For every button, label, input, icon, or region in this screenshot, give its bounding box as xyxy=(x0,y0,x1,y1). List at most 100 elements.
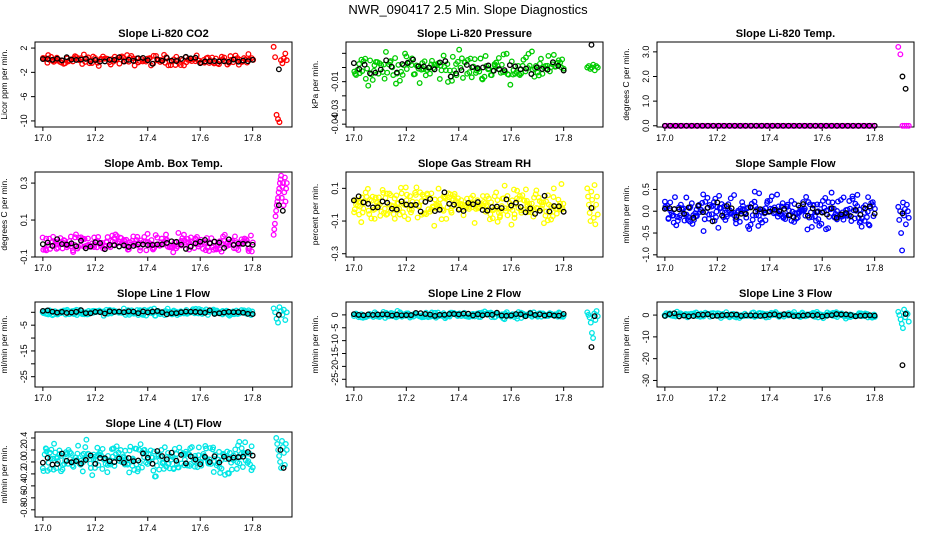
panel-4-xtick-label: 17.0 xyxy=(34,263,52,273)
panel-9-xtick-label: 17.2 xyxy=(709,393,727,403)
panel-7-xtick-label: 17.2 xyxy=(87,393,105,403)
panel-3-ref-point xyxy=(667,122,674,129)
panel-10-ref-point xyxy=(116,455,123,462)
panel-10-point xyxy=(226,449,233,456)
panel-10-ref-point xyxy=(101,455,108,462)
panel-6-point xyxy=(865,194,872,201)
panel-4-ref-point xyxy=(39,241,46,248)
panel-2-ref-point xyxy=(544,66,551,73)
panel-5-point xyxy=(540,199,547,206)
panel-7-ref-point xyxy=(78,307,84,314)
panel-2-point xyxy=(503,50,510,57)
panel-2-ref-point xyxy=(506,62,513,69)
panel-5-point xyxy=(390,211,397,218)
panel-2-point xyxy=(380,61,387,68)
panel-2-point xyxy=(468,74,475,81)
panel-1-tail-point xyxy=(270,43,277,50)
panel-9-xtick-label: 17.8 xyxy=(866,393,884,403)
panel-8-xtick-label: 17.4 xyxy=(450,393,468,403)
panel-10-point xyxy=(176,444,183,451)
panel-5-point xyxy=(535,194,542,201)
panel-3-ref-point xyxy=(710,122,717,129)
panel-6-point xyxy=(667,199,674,206)
panel-6-frame xyxy=(656,171,915,258)
panel-2-ref-point xyxy=(458,67,465,74)
panel-2-ref-point xyxy=(393,69,400,76)
panel-6-ref-point xyxy=(757,206,764,213)
panel-5-point xyxy=(412,192,419,198)
panel-5-xtick-label: 17.8 xyxy=(555,263,573,273)
panel-10-point xyxy=(133,445,140,452)
panel-10-ytick-label: -0.8 xyxy=(19,502,29,518)
panel-4-ref-point xyxy=(78,237,84,244)
panel-4-point xyxy=(39,234,46,241)
panel-1-ytick-label: 2 xyxy=(19,46,29,51)
panel-6-point xyxy=(710,199,717,205)
panel-2-ref-point xyxy=(436,59,443,66)
panel-8-ref-point xyxy=(555,312,562,319)
panel-2-point xyxy=(485,65,492,72)
panel-6-point xyxy=(871,205,878,212)
panel-2-point xyxy=(500,51,507,58)
panel-10-point xyxy=(210,444,217,451)
panel-8-ytick-label: 0 xyxy=(330,312,340,317)
panel-2-ref-point xyxy=(383,57,390,64)
panel-4-point xyxy=(175,229,182,236)
panel-1-ref-point xyxy=(111,56,118,63)
panel-3-ref-point xyxy=(731,122,738,129)
panel-6-point xyxy=(756,190,763,197)
panel-10-ref-point xyxy=(211,453,218,460)
panel-3-ref-point xyxy=(839,122,846,129)
panel-6-point xyxy=(803,194,810,200)
panel-5-point xyxy=(372,194,379,201)
panel-1-xtick-label: 17.6 xyxy=(191,133,209,143)
panel-5-point xyxy=(407,193,414,200)
panel-4-ytick-label: -0.1 xyxy=(19,249,29,265)
panel-8-ref-point xyxy=(493,309,500,316)
panel-6-point xyxy=(713,214,719,221)
panel-5-point xyxy=(398,190,405,197)
panel-4-tail-point xyxy=(281,174,288,181)
panel-10-point xyxy=(242,439,249,446)
panel-10-point xyxy=(161,444,168,451)
panel-4-ref-point xyxy=(187,243,194,250)
panel-10-point xyxy=(249,464,256,471)
panel-4-ref-point xyxy=(178,241,185,248)
panel-10-point xyxy=(46,466,53,472)
panel-6-point xyxy=(840,194,847,201)
panel-4-point xyxy=(221,231,228,238)
panel-10-tail-point xyxy=(275,447,282,453)
panel-2-point xyxy=(411,71,418,78)
panel-1-point xyxy=(150,52,157,59)
panel-4-tail-point xyxy=(278,194,285,201)
panel-5-ref-point xyxy=(484,207,491,214)
panel-1-point xyxy=(118,53,125,60)
panel-10-point xyxy=(51,440,58,447)
panel-4-tail-ref-point xyxy=(279,207,286,214)
panel-8-frame xyxy=(345,301,604,388)
panel-6-point xyxy=(739,202,746,209)
panel-6-point xyxy=(828,189,835,196)
panel-6-point xyxy=(747,221,754,228)
panel-2-ref-point xyxy=(485,62,492,69)
panel-3-ref-point xyxy=(850,122,857,129)
panel-5-point xyxy=(358,219,365,226)
panel-6-tail-point xyxy=(905,214,912,221)
panel-4-ref-point xyxy=(173,238,180,245)
panel-2-point xyxy=(367,57,374,64)
panel-5-point xyxy=(403,191,410,198)
panel-5-point xyxy=(405,216,412,223)
panel-8-ref-point xyxy=(489,311,496,318)
panel-3-ref-point xyxy=(753,122,760,129)
panel-10-point xyxy=(39,465,46,472)
panel-5-point xyxy=(532,191,539,198)
panel-2-ref-point xyxy=(539,66,546,72)
panel-4-tail-point xyxy=(275,189,282,196)
panel-2-point xyxy=(482,53,489,59)
panel-6-tail-point xyxy=(896,216,903,223)
panel-5-ylabel: percent per min. xyxy=(310,184,320,245)
panel-3-ref-point xyxy=(796,122,803,129)
panel-10-point xyxy=(95,462,102,469)
panel-2-point xyxy=(362,75,369,82)
panel-2-ref-point xyxy=(501,67,508,74)
